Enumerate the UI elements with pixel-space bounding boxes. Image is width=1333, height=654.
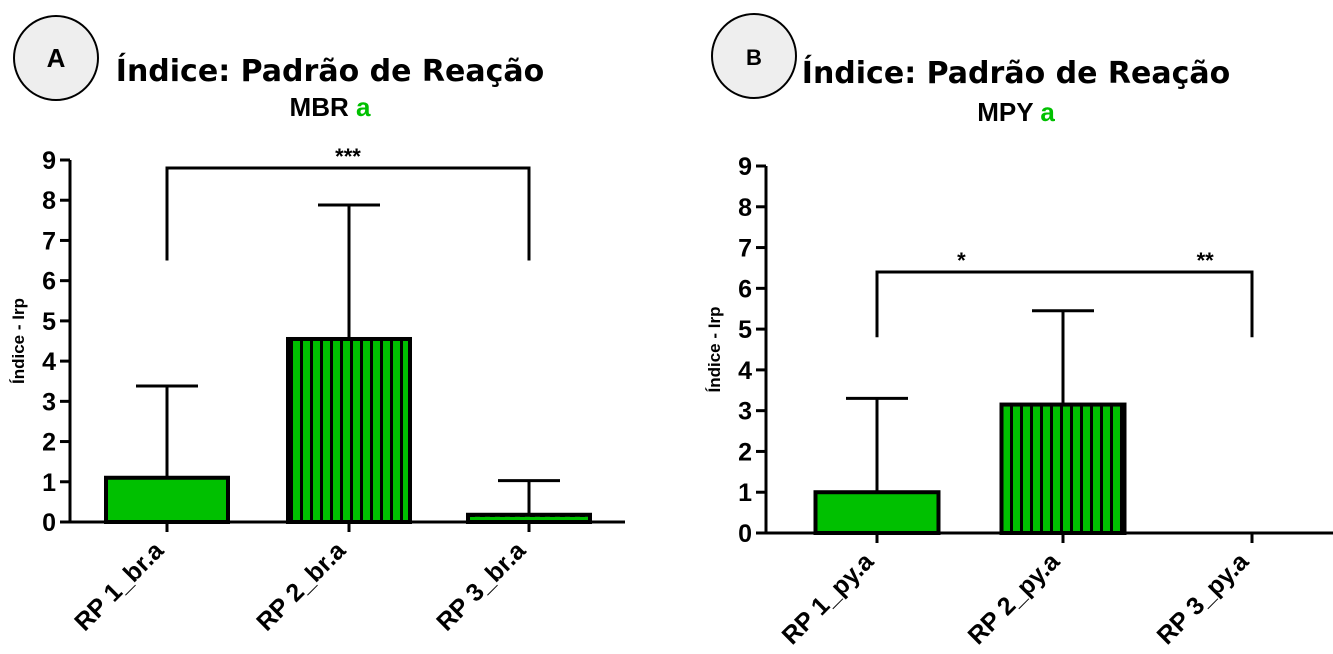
x-tick-label-3: RP 3_py.a (1152, 547, 1255, 650)
subtitle-main: MBR (290, 92, 356, 122)
panel-label: B (746, 45, 762, 70)
x-tick-label-2: RP 2_py.a (963, 547, 1066, 650)
bar-2 (286, 336, 412, 524)
x-tick-label-3: RP 3_br.a (431, 536, 532, 637)
chart-title: Índice: Padrão de Reação (802, 55, 1230, 91)
y-tick-label-7: 7 (42, 227, 56, 255)
y-axis-label: Índice - Irp (705, 307, 724, 393)
chart-subtitle: MBR a (290, 92, 371, 122)
bar-1 (813, 490, 941, 536)
y-tick-label-2: 2 (42, 429, 56, 457)
y-tick-label-3: 3 (42, 388, 56, 416)
significance-label-1: * (957, 248, 966, 273)
y-tick-label-4: 4 (738, 357, 752, 385)
y-tick-label-9: 9 (42, 147, 56, 175)
y-tick-label-8: 8 (42, 187, 56, 215)
y-tick-label-0: 0 (738, 520, 752, 548)
panel-label-circle (711, 13, 797, 99)
x-tick-label-2: RP 2_br.a (251, 536, 352, 637)
y-tick-label-1: 1 (42, 469, 56, 497)
y-tick-label-5: 5 (738, 316, 752, 344)
x-tick-label-1: RP 1_py.a (777, 547, 880, 650)
y-tick-label-4: 4 (42, 348, 56, 376)
y-tick-label-2: 2 (738, 438, 752, 466)
chart-subtitle: MPY a (977, 97, 1055, 127)
subtitle-accent: a (356, 92, 371, 122)
subtitle-main: MPY (977, 97, 1040, 127)
y-tick-label-9: 9 (738, 153, 752, 181)
significance-label-2: ** (1197, 248, 1215, 273)
y-tick-label-6: 6 (738, 275, 752, 303)
y-axis-label: Índice - Irp (9, 298, 28, 384)
subtitle-accent: a (1040, 97, 1055, 127)
y-tick-label-0: 0 (42, 509, 56, 537)
y-tick-label-5: 5 (42, 308, 56, 336)
chart-title: Índice: Padrão de Reação (116, 53, 544, 89)
significance-label-1: *** (335, 144, 361, 169)
y-tick-label-8: 8 (738, 194, 752, 222)
y-tick-label-6: 6 (42, 268, 56, 296)
x-tick-label-1: RP 1_br.a (69, 536, 170, 637)
bar-3 (466, 512, 592, 525)
panel-label-circle (13, 15, 99, 101)
significance-bracket-1 (165, 166, 531, 261)
y-tick-label-7: 7 (738, 235, 752, 263)
panel-b: B Índice: Padrão de Reação MPY a Índice - I… (705, 13, 1333, 650)
panel-label: A (47, 43, 66, 73)
y-tick-label-1: 1 (738, 479, 752, 507)
bar-2 (999, 402, 1127, 535)
significance-bracket-1 (875, 270, 1254, 338)
y-tick-label-3: 3 (738, 398, 752, 426)
bar-1 (104, 475, 230, 524)
